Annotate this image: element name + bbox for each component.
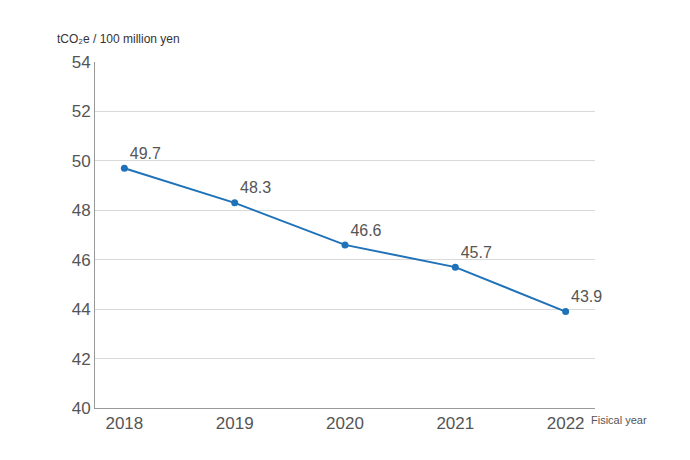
svg-text:52: 52 bbox=[72, 102, 91, 121]
svg-text:tCO₂e / 100 million yen: tCO₂e / 100 million yen bbox=[57, 32, 180, 46]
svg-text:Fisical year: Fisical year bbox=[591, 414, 647, 426]
svg-text:2021: 2021 bbox=[436, 414, 474, 433]
svg-text:40: 40 bbox=[72, 399, 91, 418]
svg-text:48.3: 48.3 bbox=[240, 179, 271, 196]
svg-text:42: 42 bbox=[72, 350, 91, 369]
svg-text:45.7: 45.7 bbox=[461, 244, 492, 261]
svg-text:49.7: 49.7 bbox=[130, 145, 161, 162]
svg-text:44: 44 bbox=[72, 300, 91, 319]
svg-text:2022: 2022 bbox=[547, 414, 585, 433]
svg-text:50: 50 bbox=[72, 152, 91, 171]
svg-text:48: 48 bbox=[72, 201, 91, 220]
svg-text:46.6: 46.6 bbox=[350, 222, 381, 239]
svg-text:2018: 2018 bbox=[105, 414, 143, 433]
svg-text:2020: 2020 bbox=[326, 414, 364, 433]
svg-text:54: 54 bbox=[72, 53, 91, 72]
svg-text:2019: 2019 bbox=[216, 414, 254, 433]
svg-text:43.9: 43.9 bbox=[571, 288, 602, 305]
svg-text:46: 46 bbox=[72, 251, 91, 270]
